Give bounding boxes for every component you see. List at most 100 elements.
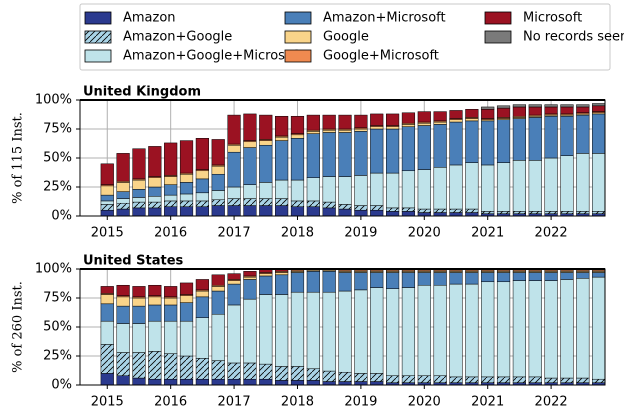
- bar-segment: [433, 212, 447, 217]
- bar-segment: [592, 113, 606, 154]
- bar-segment: [512, 106, 526, 117]
- bar-segment: [417, 284, 431, 376]
- bar-segment: [433, 121, 447, 125]
- bar-segment: [259, 273, 273, 277]
- bar-segment: [243, 271, 257, 277]
- bar-segment: [449, 376, 463, 383]
- legend-label: Amazon: [123, 11, 176, 26]
- bar-segment: [338, 272, 352, 292]
- bar-segment: [148, 304, 162, 322]
- bar-segment: [576, 153, 590, 212]
- bar-segment: [370, 381, 384, 386]
- bar-segment: [132, 197, 146, 203]
- x-tick-label: 2019: [344, 226, 377, 241]
- legend-label: No records seen: [523, 30, 624, 45]
- bar-segment: [290, 138, 305, 181]
- bar-segment: [338, 371, 352, 382]
- y-tick-label: 75%: [43, 291, 72, 306]
- bar-segment: [195, 206, 209, 217]
- bar-segment: [148, 201, 162, 209]
- bar-segment: [306, 133, 320, 178]
- bar-segment: [195, 192, 209, 202]
- bar-segment: [481, 376, 495, 383]
- bar-segment: [322, 201, 336, 209]
- panel-title: United Kingdom: [83, 85, 201, 100]
- bar-segment: [465, 376, 479, 383]
- bar-segment: [148, 296, 162, 306]
- bar-segment: [211, 205, 225, 217]
- bar-segment: [259, 378, 273, 386]
- bar-segment: [132, 305, 146, 324]
- bar-segment: [370, 126, 384, 130]
- bar-segment: [496, 272, 511, 283]
- bar-segment: [116, 323, 130, 353]
- bar-segment: [560, 115, 574, 156]
- bar-segment: [243, 279, 257, 300]
- bar-segment: [259, 294, 273, 365]
- legend-label: Google+Microsoft: [323, 49, 439, 64]
- bar-segment: [164, 176, 178, 185]
- bar-segment: [243, 362, 257, 380]
- panel-title: United States: [83, 254, 184, 269]
- bar-segment: [512, 272, 526, 281]
- bar-segment: [275, 205, 289, 217]
- bar-segment: [338, 129, 352, 133]
- bar-segment: [528, 104, 542, 108]
- bar-segment: [290, 269, 305, 272]
- bar-segment: [306, 380, 320, 386]
- bar-segment: [290, 272, 305, 293]
- bar-segment: [560, 269, 574, 272]
- bar-segment: [433, 111, 447, 122]
- bar-segment: [116, 182, 130, 192]
- bar-segment: [100, 303, 114, 322]
- bar-segment: [148, 284, 162, 296]
- bar-segment: [179, 206, 194, 217]
- bar-segment: [179, 140, 194, 174]
- bar-segment: [195, 296, 209, 318]
- bar-segment: [354, 205, 368, 211]
- bar-segment: [370, 373, 384, 382]
- bar-segment: [401, 272, 416, 288]
- bar-segment: [100, 294, 114, 305]
- bar-segment: [370, 209, 384, 217]
- bar-segment: [100, 204, 114, 211]
- bar-segment: [132, 352, 146, 379]
- bar-segment: [496, 119, 511, 163]
- x-tick-label: 2017: [218, 226, 251, 241]
- bar-segment: [322, 132, 336, 177]
- bar-segment: [243, 378, 257, 386]
- bar-segment: [544, 104, 558, 108]
- bar-segment: [481, 281, 495, 378]
- bar-segment: [496, 376, 511, 383]
- bar-segment: [322, 114, 336, 130]
- bar-segment: [148, 146, 162, 177]
- bar-segment: [433, 269, 447, 272]
- bar-segment: [417, 125, 431, 170]
- bar-segment: [227, 198, 241, 206]
- bar-segment: [401, 124, 416, 127]
- bar-segment: [148, 207, 162, 217]
- legend-label: Amazon+Microsoft: [323, 11, 446, 26]
- legend-swatch: [84, 49, 112, 63]
- bar-segment: [322, 271, 336, 293]
- bar-segment: [227, 205, 241, 217]
- bar-segment: [164, 320, 178, 354]
- bar-segment: [481, 269, 495, 272]
- bar-segment: [512, 160, 526, 212]
- bar-segment: [195, 358, 209, 380]
- bar-segment: [164, 200, 178, 207]
- y-tick-label: 25%: [43, 180, 72, 195]
- bar-segment: [433, 208, 447, 213]
- bar-segment: [116, 208, 130, 217]
- x-tick-label: 2017: [218, 395, 251, 410]
- bar-segment: [275, 366, 289, 381]
- bar-segment: [481, 106, 495, 110]
- legend-swatch: [484, 30, 512, 44]
- x-tick-label: 2018: [281, 395, 314, 410]
- bar-segment: [592, 105, 606, 112]
- bar-segment: [100, 163, 114, 185]
- bar-segment: [496, 211, 511, 214]
- bar-segment: [116, 305, 130, 324]
- bar-segment: [481, 272, 495, 283]
